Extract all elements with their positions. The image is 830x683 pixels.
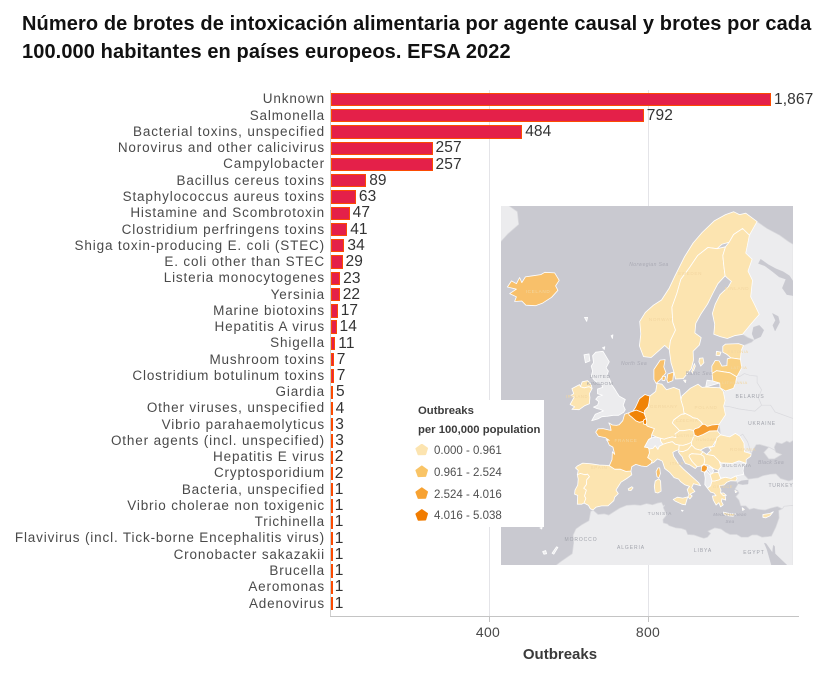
svg-text:Black Sea: Black Sea [758,460,784,466]
svg-text:Mediterranean: Mediterranean [713,512,747,517]
svg-text:LITHUANIA: LITHUANIA [722,380,747,385]
svg-text:FINLAND: FINLAND [725,286,750,291]
svg-text:UKRAINE: UKRAINE [748,421,776,427]
svg-text:LIBYA: LIBYA [694,548,712,554]
svg-text:MOROCCO: MOROCCO [565,537,598,543]
svg-text:FRANCE: FRANCE [614,438,637,443]
svg-text:ITALY: ITALY [670,461,684,466]
svg-text:Baltic Sea: Baltic Sea [686,371,713,377]
svg-text:LATVIA: LATVIA [731,365,748,370]
svg-text:ROMANIA: ROMANIA [730,447,757,452]
svg-text:Sea: Sea [725,519,734,524]
svg-text:HUNGARY: HUNGARY [696,437,719,442]
svg-text:IRELAND: IRELAND [566,394,588,399]
svg-text:BELARUS: BELARUS [736,394,765,400]
svg-text:North Sea: North Sea [621,361,647,367]
svg-text:TURKEY: TURKEY [768,483,793,489]
svg-text:GERMANY: GERMANY [650,404,678,409]
svg-text:UNITED: UNITED [590,374,611,380]
svg-text:Norwegian Sea: Norwegian Sea [629,262,668,268]
svg-text:ICELAND: ICELAND [526,289,551,294]
svg-text:SPAIN: SPAIN [591,465,608,470]
svg-text:NORWAY: NORWAY [649,317,673,322]
svg-text:KINGDOM: KINGDOM [587,381,613,387]
svg-text:CZECHIA: CZECHIA [676,418,699,423]
svg-text:SWEDEN: SWEDEN [678,271,702,276]
svg-text:TUNISIA: TUNISIA [648,511,672,516]
svg-text:ALGERIA: ALGERIA [617,545,645,551]
svg-text:AUSTRIA: AUSTRIA [674,433,695,438]
svg-text:ESTONIA: ESTONIA [728,349,749,354]
svg-text:EGYPT: EGYPT [743,550,764,556]
svg-text:BULGARIA: BULGARIA [722,463,751,468]
svg-text:POLAND: POLAND [694,405,717,410]
svg-text:GREECE: GREECE [713,484,733,489]
